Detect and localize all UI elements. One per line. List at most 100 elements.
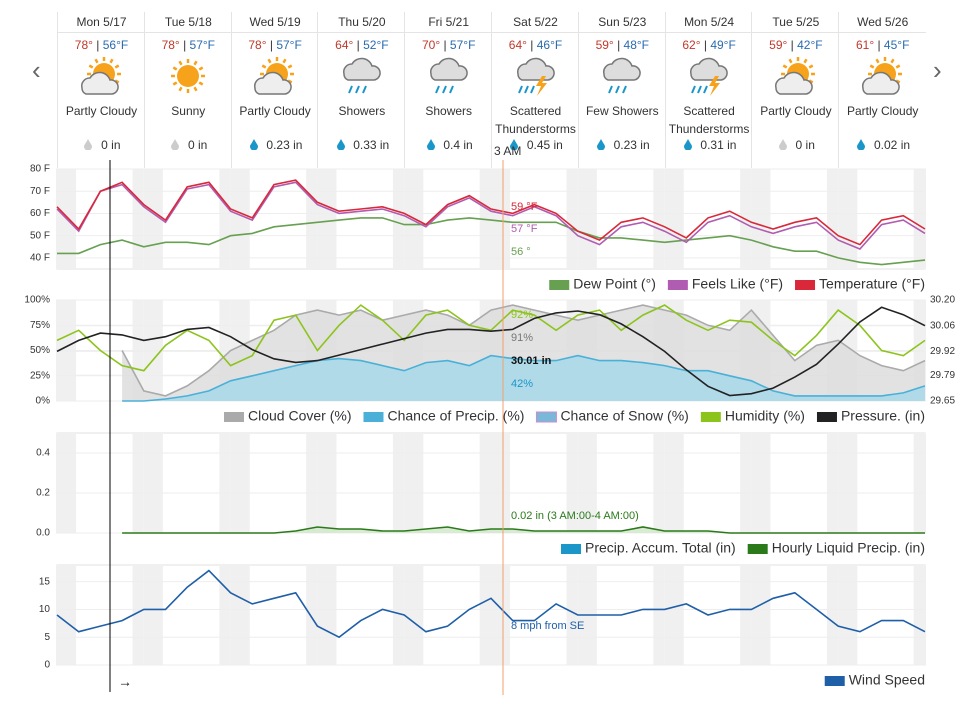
high-temp: 70° — [421, 38, 441, 52]
high-temp: 78° — [161, 38, 180, 52]
annotation: 56 ° — [511, 246, 531, 258]
legend-swatch — [561, 544, 582, 554]
next-arrow[interactable]: › — [933, 55, 942, 85]
plot-area — [56, 299, 926, 402]
night-band — [664, 300, 684, 401]
night-band — [577, 433, 597, 533]
precip-amount: 0.02 in — [874, 138, 911, 152]
annotation: 42% — [511, 378, 533, 390]
y-tick-label: 0 — [44, 660, 50, 671]
night-band — [392, 565, 405, 665]
prev-arrow[interactable]: ‹ — [32, 55, 41, 85]
y-tick-label: 50 F — [30, 230, 50, 241]
annotation: → — [118, 674, 132, 690]
plot-area — [56, 168, 926, 270]
annotation: 59 °F — [511, 201, 538, 213]
night-band — [913, 433, 925, 533]
precip-amount: 0 in — [101, 138, 121, 152]
high-temp: 59° — [595, 38, 614, 52]
night-band — [143, 300, 163, 401]
annotation: 30.01 in — [511, 355, 552, 367]
legend-label: Chance of Precip. (%) — [387, 408, 524, 424]
night-band — [479, 565, 491, 665]
precip-amount: 0.45 in — [526, 138, 563, 152]
precip-amount: 0.4 in — [443, 138, 473, 152]
night-band — [577, 300, 597, 401]
series-line — [56, 306, 926, 397]
high-temp: 59° — [769, 38, 788, 52]
night-band — [826, 169, 839, 269]
y-tick-label: 0.4 — [36, 448, 50, 459]
night-band — [404, 433, 424, 533]
night-band — [132, 565, 144, 665]
precip-amount: 0.33 in — [353, 138, 390, 152]
y-tick-label: 60 F — [30, 208, 50, 219]
y-tick-label: 29.65 — [930, 396, 955, 407]
weather-icon — [254, 57, 295, 95]
night-band — [317, 169, 337, 269]
night-band — [230, 169, 250, 269]
night-band — [740, 433, 752, 533]
legend-swatch — [816, 412, 837, 422]
drop-icon — [857, 139, 866, 151]
y-tick-label: 5 — [44, 632, 50, 643]
night-band — [577, 169, 597, 269]
legend-label: Wind Speed — [849, 672, 925, 688]
day-column: Mon 5/24 62° | 49°F Scattered Thundersto… — [664, 12, 753, 168]
night-band — [826, 300, 839, 401]
precip-amount: 0.23 in — [266, 138, 303, 152]
night-band — [392, 433, 405, 533]
night-band — [913, 300, 925, 401]
day-label: Wed 5/19 — [231, 12, 319, 33]
low-temp: 45°F — [883, 38, 910, 52]
series-line — [57, 217, 926, 266]
condition: Few Showers — [585, 104, 659, 118]
weather-icon — [80, 57, 121, 95]
drop-icon — [426, 139, 435, 151]
legend-label: Feels Like (°F) — [692, 276, 783, 292]
annotation: 8 mph from SE — [511, 620, 584, 632]
night-band — [404, 169, 424, 269]
low-temp: 49°F — [710, 38, 736, 52]
annotation: 91% — [511, 332, 533, 344]
day-label: Mon 5/17 — [58, 12, 145, 33]
legend-label: Temperature (°F) — [819, 276, 925, 292]
night-band — [306, 565, 318, 665]
annotation: 57 °F — [511, 223, 538, 235]
drop-icon — [510, 139, 519, 151]
night-band — [219, 169, 231, 269]
night-band — [653, 433, 665, 533]
day-column: Mon 5/17 78° | 56°F Partly Cloudy 0 in — [57, 12, 145, 168]
night-band — [143, 565, 163, 665]
night-band — [230, 565, 250, 665]
y-tick-label: 75% — [30, 320, 50, 331]
weather-icon — [342, 57, 381, 94]
night-band — [57, 433, 77, 533]
low-temp: 48°F — [623, 38, 650, 52]
legend-label: Precip. Accum. Total (in) — [585, 540, 736, 556]
plot-area — [56, 432, 926, 534]
night-band — [143, 169, 163, 269]
day-label: Tue 5/25 — [752, 12, 840, 33]
day-column: Tue 5/18 78° | 57°F Sunny 0 in — [143, 12, 232, 168]
night-band — [838, 433, 858, 533]
legend-label: Humidity (%) — [725, 408, 805, 424]
legend-label: Pressure. (in) — [841, 408, 925, 424]
night-band — [577, 565, 597, 665]
y-tick-label: 0.2 — [36, 488, 50, 499]
night-band — [143, 433, 163, 533]
y-tick-label: 25% — [30, 370, 50, 381]
drop-icon — [249, 139, 258, 151]
high-temp: 64° — [335, 38, 354, 52]
series-area — [122, 305, 926, 401]
night-band — [740, 300, 752, 401]
night-band — [57, 300, 77, 401]
series-line — [56, 181, 926, 250]
legend-swatch — [700, 412, 721, 422]
night-band — [230, 433, 250, 533]
night-band — [491, 433, 511, 533]
night-band — [491, 565, 511, 665]
y-tick-label: 29.79 — [930, 370, 955, 381]
night-band — [317, 433, 337, 533]
weather-icon — [429, 57, 468, 94]
